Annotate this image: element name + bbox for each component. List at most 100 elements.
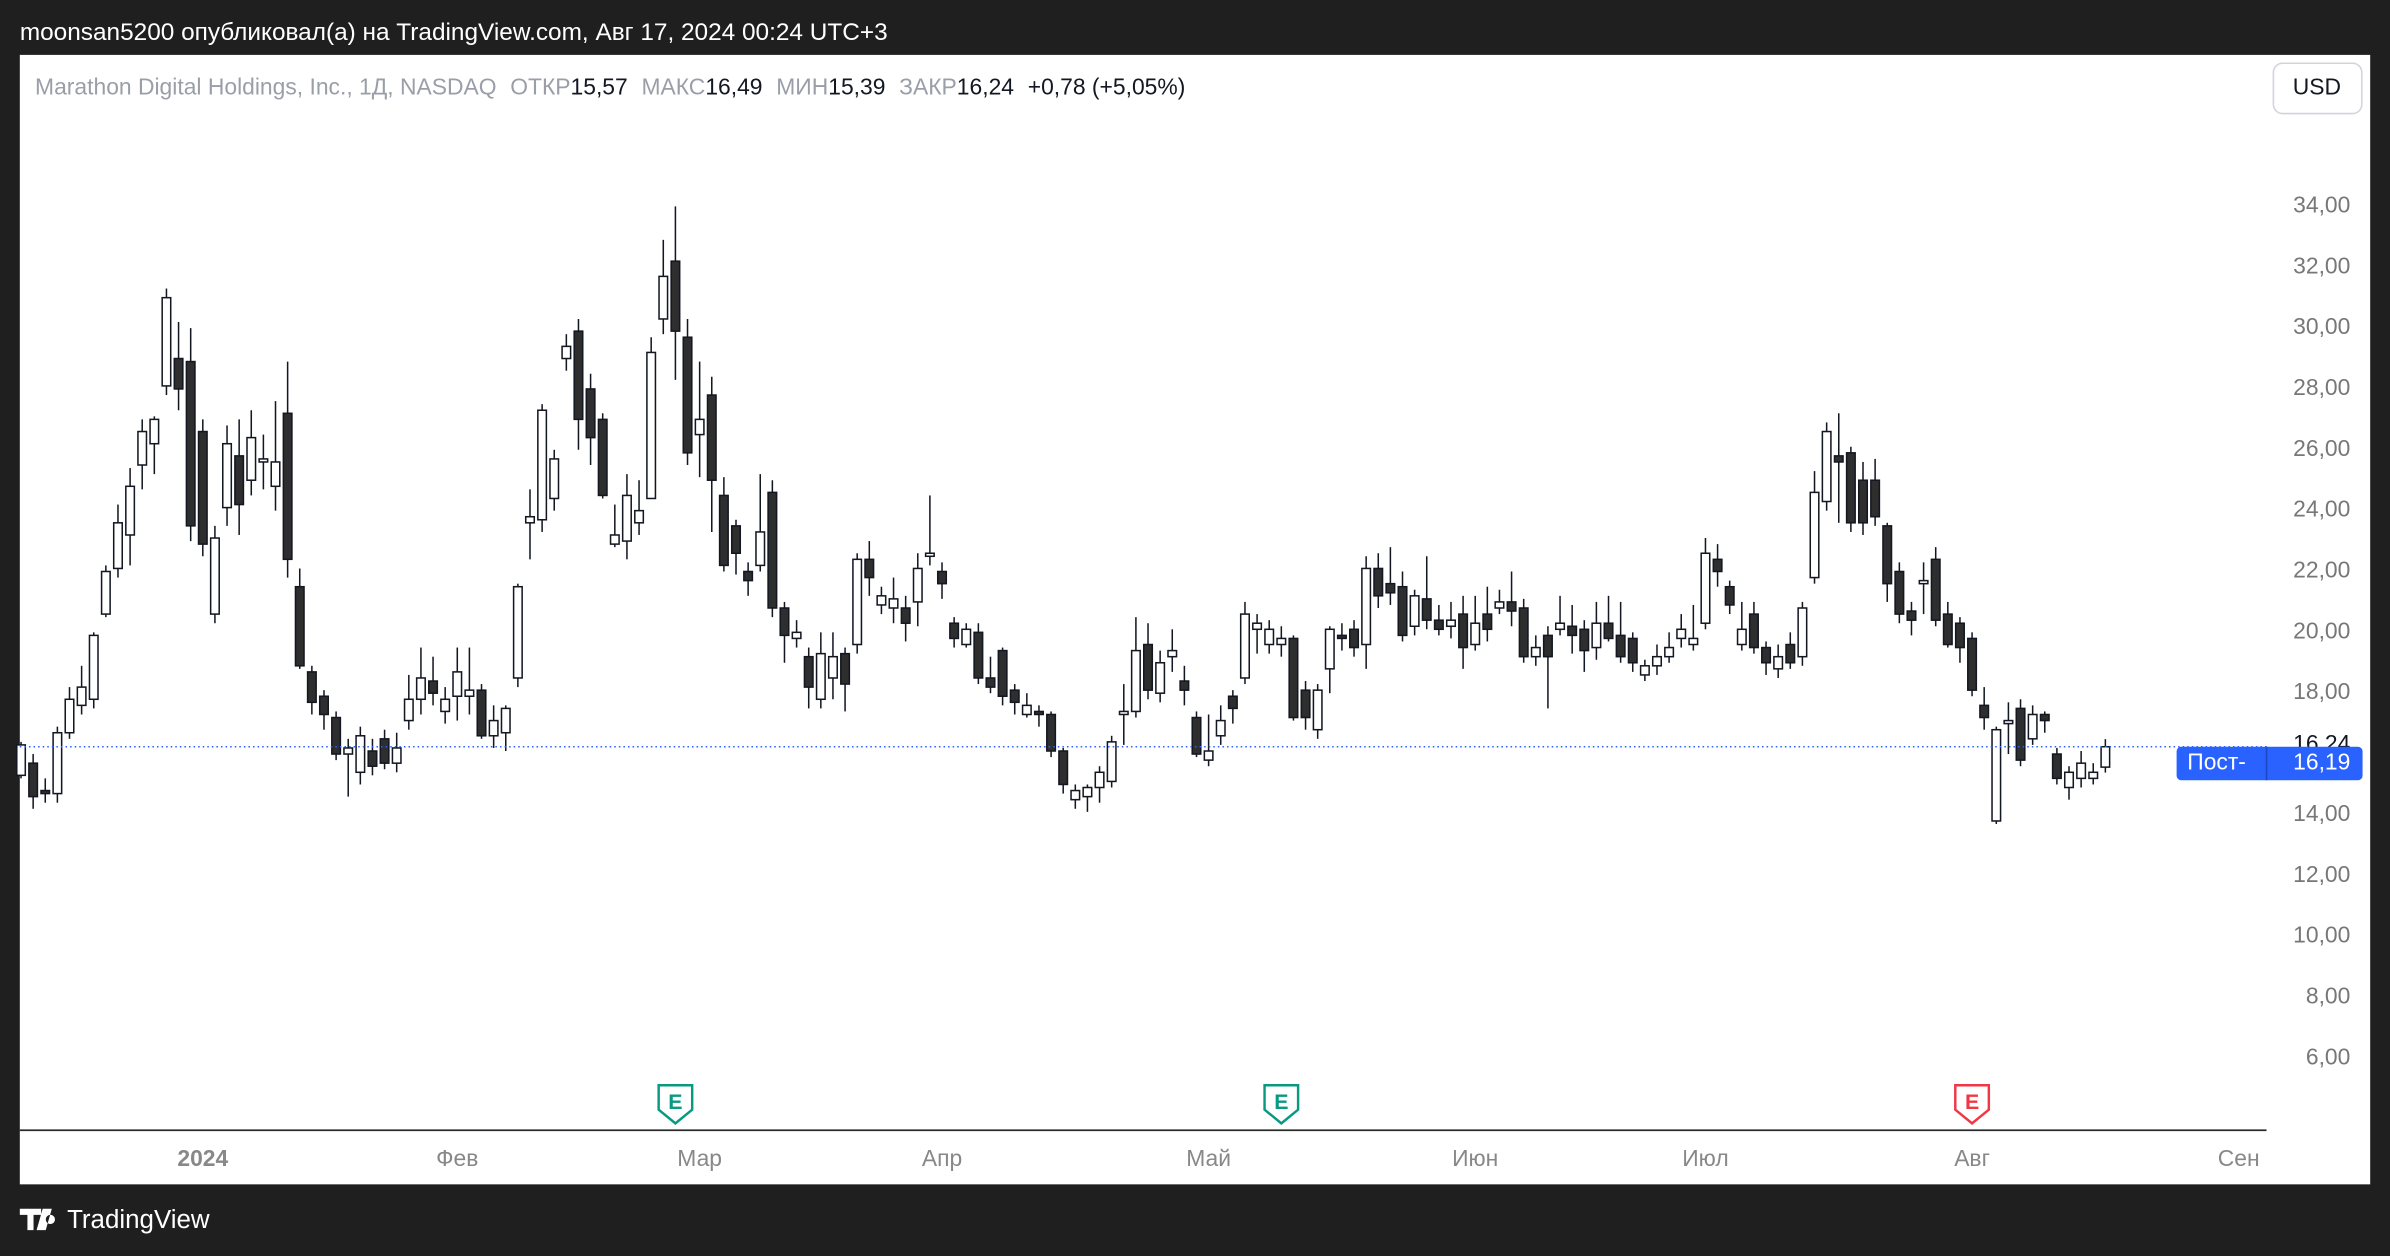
x-tick-label: Апр xyxy=(922,1145,962,1171)
candle-body xyxy=(52,731,63,795)
candle-body xyxy=(1906,610,1917,621)
candle-body xyxy=(1748,613,1759,649)
candle-body xyxy=(209,537,220,615)
candle-body xyxy=(1954,622,1965,649)
candle-body xyxy=(440,698,451,713)
candle-body xyxy=(827,655,838,679)
candle-body xyxy=(888,598,899,609)
candle-body xyxy=(1142,643,1154,691)
candle-body xyxy=(1445,619,1457,628)
candle-body xyxy=(355,735,366,774)
candle-body xyxy=(1130,649,1141,713)
candle-body xyxy=(1215,719,1226,737)
candle-body xyxy=(694,418,705,436)
candle-body xyxy=(1736,628,1747,646)
candle-body xyxy=(561,345,572,360)
earnings-marker xyxy=(1263,1084,1300,1125)
candle-body xyxy=(1918,579,1929,585)
candle-body xyxy=(1761,646,1772,664)
currency-button[interactable] xyxy=(2272,62,2363,115)
candle-body xyxy=(1894,570,1905,615)
candle-body xyxy=(2039,713,2050,722)
candle-body xyxy=(149,418,160,445)
brand-logo xyxy=(19,1208,55,1231)
post-market-name: Пост- xyxy=(2187,749,2246,775)
y-tick-label: 10,00 xyxy=(2293,922,2350,948)
candle-body xyxy=(161,296,172,387)
candle-body xyxy=(936,570,948,585)
earnings-label: E xyxy=(1274,1090,1288,1114)
y-tick-label: 26,00 xyxy=(2293,435,2350,461)
candle-body xyxy=(646,351,657,500)
earnings-marker xyxy=(657,1084,694,1125)
candle-body xyxy=(1433,619,1444,631)
candle-body xyxy=(743,570,754,582)
x-tick-label: Мар xyxy=(677,1145,722,1171)
candle-body xyxy=(2027,713,2038,740)
candle-body xyxy=(367,750,378,767)
candle-body xyxy=(500,707,511,734)
chart-panel xyxy=(19,54,2371,1185)
candle-body xyxy=(767,491,778,609)
candle-body xyxy=(549,458,560,500)
x-tick-label: Июн xyxy=(1452,1145,1498,1171)
candle-body xyxy=(294,585,305,667)
candle-body xyxy=(924,552,935,558)
candle-body xyxy=(755,531,766,567)
y-tick-label: 18,00 xyxy=(2293,678,2350,704)
candle-body xyxy=(585,388,596,439)
candle-body xyxy=(64,698,75,734)
y-tick-label: 32,00 xyxy=(2293,252,2350,278)
candle-body xyxy=(1009,689,1020,704)
candle-body xyxy=(840,652,851,685)
high-value: 16,49 xyxy=(705,73,762,99)
candle-body xyxy=(1651,655,1663,667)
candle-body xyxy=(1797,607,1808,658)
candle-body xyxy=(2100,745,2111,768)
candle-body xyxy=(537,409,548,521)
currency-label[interactable]: USD xyxy=(2293,73,2341,99)
candle-body xyxy=(1688,637,1699,646)
candle-body xyxy=(900,607,911,624)
candle-body xyxy=(1627,637,1638,664)
candle-body xyxy=(1252,622,1263,631)
candle-body xyxy=(961,628,972,646)
candle-body xyxy=(1591,622,1602,649)
candle-body xyxy=(1361,567,1372,646)
candle-body xyxy=(415,677,426,701)
candle-body xyxy=(488,719,499,737)
candle-body xyxy=(1106,741,1117,783)
candle-body xyxy=(1288,637,1299,719)
candle-body xyxy=(452,671,463,697)
candle-body xyxy=(1845,452,1856,524)
candle-body xyxy=(234,455,245,506)
candle-body xyxy=(864,558,875,579)
candle-body xyxy=(876,595,887,606)
candle-body xyxy=(1991,728,2002,822)
candle-body xyxy=(1421,598,1432,621)
candle-body xyxy=(1967,637,1978,691)
candle-body xyxy=(403,698,414,722)
candle-body xyxy=(1857,479,1869,524)
candle-body xyxy=(1603,622,1614,640)
candle-body xyxy=(1312,689,1323,731)
candle-body xyxy=(1930,558,1941,621)
candle-body xyxy=(621,494,632,542)
candle-body xyxy=(28,762,39,798)
candle-body xyxy=(112,522,124,570)
y-tick-label: 28,00 xyxy=(2293,374,2350,400)
candle-body xyxy=(391,747,402,764)
y-tick-label: 24,00 xyxy=(2293,496,2350,522)
candle-body xyxy=(1385,582,1396,594)
candle-body xyxy=(1058,750,1069,786)
candle-body xyxy=(718,494,729,567)
candle-body xyxy=(730,525,742,554)
x-tick-label: Авг xyxy=(1954,1145,1990,1171)
candle-body xyxy=(222,442,233,509)
candle-body xyxy=(1046,713,1057,752)
candle-body xyxy=(1239,613,1250,679)
candle-body xyxy=(1639,665,1650,676)
